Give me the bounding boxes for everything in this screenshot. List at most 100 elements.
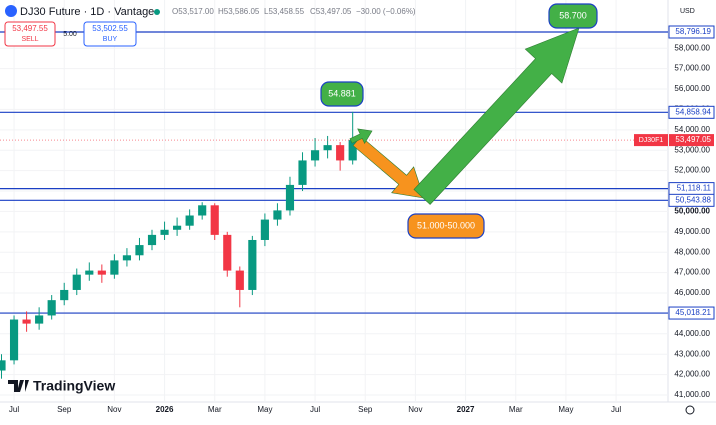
candle-body [85,270,94,275]
settings-icon[interactable] [685,405,695,415]
candle-body [122,255,132,261]
candle-body [97,270,106,275]
buy-label: BUY [103,36,118,43]
level-label: 54,858.94 [675,107,711,116]
candle-body [173,225,182,230]
x-tick-label: Jul [9,405,19,414]
level-label-box [668,306,715,320]
candle-body [310,150,320,161]
level-label: 50,543.88 [675,195,711,204]
candle-body [35,315,44,324]
x-tick-label: Jul [611,405,621,414]
y-tick-label: 56,000.00 [674,84,710,93]
y-tick-label: 43,000.00 [674,349,710,358]
overlay: DJ30 Future · 1D · Vantage O53,517.00 H5… [4,5,695,415]
annotation: 51.000-50.000 [417,220,475,230]
candle-body [336,145,345,161]
candle-body [135,245,144,256]
ohlc-high: H53,586.05 [218,7,260,16]
annotation: 54.881 [328,88,356,98]
y-tick-label: 49,000.00 [674,227,710,236]
logo-icon [8,380,29,392]
y-tick-label: 47,000.00 [674,268,710,277]
candle-body [47,300,56,316]
candle-body [22,319,31,324]
y-tick-label: 50,000.00 [674,207,710,216]
x-tick-label: Nov [408,405,422,414]
ohlc-close: C53,497.05 [310,7,352,16]
status-dot [154,9,160,15]
level-label-box [668,193,715,207]
buy-price: 53,502.55 [92,24,128,33]
y-tick-label: 52,000.00 [674,166,710,175]
symbol-icon [5,5,17,17]
y-tick-label: 46,000.00 [674,288,710,297]
candle-body [185,215,194,226]
candle-body [235,270,244,290]
level-label-box [668,105,715,119]
candle-body [285,184,295,211]
level-label: 51,118.11 [677,184,712,193]
candle-body [147,234,157,246]
candle-body [260,219,269,240]
last-price-label: 53,497.05 [675,135,711,144]
x-tick-label: 2027 [457,405,475,414]
last-price-symbol: DJ30F1 [639,137,664,144]
x-tick-label: Sep [358,405,373,414]
y-tick-label: 41,000.00 [674,390,710,399]
candle-body [210,205,219,235]
y-tick-label: 58,000.00 [674,43,710,52]
x-tick-label: Mar [509,405,523,414]
y-tick-label: 54,000.00 [674,125,710,134]
arrow-up [413,27,580,205]
candle-body [223,234,232,271]
x-tick-label: May [558,405,573,414]
x-tick-label: Mar [208,405,222,414]
candle-body [60,289,69,301]
arrow-down [352,136,425,199]
currency: USD [680,8,695,15]
sell-label: SELL [21,36,38,43]
y-tick-label: 57,000.00 [674,64,710,73]
symbol: DJ30 Future · 1D · Vantage [20,6,154,18]
candle-body [273,210,282,220]
candle-body [9,319,19,361]
last-price-symbol-box [634,134,668,147]
x-tick-label: Nov [107,405,121,414]
level-label: 45,018.21 [675,308,711,317]
x-tick-label: May [257,405,272,414]
sell-button[interactable] [4,21,56,47]
ohlc-open: O53,517.00 [172,7,214,16]
ohlc-change: −30.00 (−0.06%) [356,7,416,16]
ohlc-low: L53,458.55 [264,7,305,16]
x-tick-label: Jul [310,405,320,414]
annotation-box [407,213,485,239]
x-tick-label: 2026 [156,405,174,414]
y-tick-label: 44,000.00 [674,329,710,338]
last-price-box [669,134,714,147]
spread: 5.00 [63,31,77,38]
candle-body [348,140,357,161]
plot-area: 41,000.00 42,000.00 43,000.00 44,000.00 45,0… [0,0,715,414]
candle-body [0,360,6,371]
arrow-small [349,128,373,145]
candle-body [323,145,332,151]
level-label-box [668,25,715,39]
buy-button[interactable] [83,21,137,47]
y-tick-label: 42,000.00 [674,370,710,379]
annotation: 58.700 [559,10,587,20]
candle-body [72,274,81,290]
candle-body [198,205,207,216]
annotation-box [320,81,364,107]
level-label: 58,796.19 [675,27,711,36]
sell-price: 53,497.55 [12,24,48,33]
candle-body [110,260,119,275]
logo: TradingView [33,378,115,394]
annotation-box [548,3,598,29]
candle-body [298,160,307,185]
y-tick-label: 53,000.00 [674,145,710,154]
x-tick-label: Sep [57,405,72,414]
y-tick-label: 48,000.00 [674,247,710,256]
